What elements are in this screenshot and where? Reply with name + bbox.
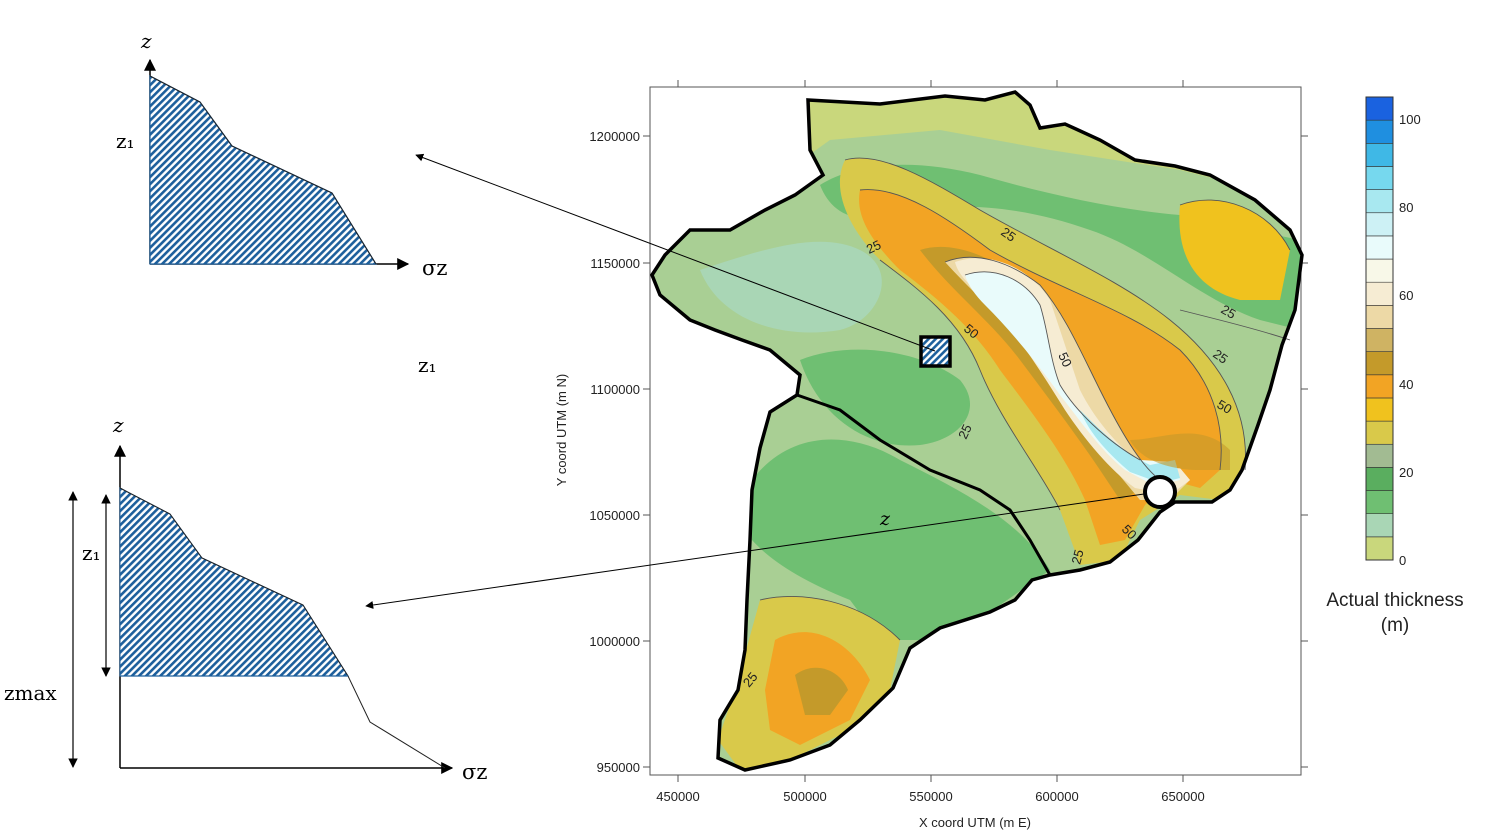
colorbar-swatch xyxy=(1365,351,1394,376)
top-stress-profile-line xyxy=(149,75,377,265)
y-tick-label: 950000 xyxy=(597,760,640,775)
top-sigma-label: σz xyxy=(422,256,447,280)
colorbar-swatch xyxy=(1365,397,1394,422)
colorbar-swatch xyxy=(1365,328,1394,352)
top-stress-profile-area xyxy=(149,75,378,265)
bottom-stress-profile-line xyxy=(119,487,446,769)
contour-label: 25 xyxy=(1210,346,1230,367)
map-tick-marks xyxy=(643,80,1308,782)
bottom-z1-label: z₁ xyxy=(82,541,101,565)
y-tick-label: 1150000 xyxy=(590,256,640,271)
colorbar-swatch xyxy=(1365,443,1394,468)
colorbar-tick-label: 0 xyxy=(1399,553,1406,568)
x-tick-label: 500000 xyxy=(783,789,826,804)
colorbar-title-line2: (m) xyxy=(1381,615,1409,636)
contour-label: 25 xyxy=(1219,302,1239,322)
y-tick-label: 1050000 xyxy=(589,508,640,523)
colorbar-swatch xyxy=(1365,374,1394,399)
middle-z1-label: z₁ xyxy=(418,353,437,377)
x-tick-labels: 450000 500000 550000 600000 650000 xyxy=(656,789,1204,804)
x-tick-label: 450000 xyxy=(656,789,699,804)
region-z-label: z xyxy=(879,508,891,530)
bottom-z-label: z xyxy=(112,413,124,437)
x-axis-title: X coord UTM (m E) xyxy=(919,815,1031,830)
contour-label: 25 xyxy=(1068,548,1086,566)
colorbar-swatch xyxy=(1365,536,1394,561)
y-tick-label: 1100000 xyxy=(590,382,640,397)
colorbar-tick-label: 80 xyxy=(1399,200,1413,215)
top-profile-diagram: z z₁ σz xyxy=(116,29,447,280)
contour-label: 25 xyxy=(955,422,975,441)
colorbar-swatch xyxy=(1365,258,1394,283)
colorbar-tick-label: 40 xyxy=(1399,377,1413,392)
bottom-profile-diagram: z z₁ zmax σz xyxy=(4,413,487,784)
study-area-boundary xyxy=(650,90,1304,772)
colorbar: 100 80 60 40 20 0 Actual thickness (m) xyxy=(1326,96,1464,636)
colorbar-swatch xyxy=(1365,119,1394,144)
contour-label: 50 xyxy=(1055,350,1075,369)
colorbar-swatches xyxy=(1365,96,1394,561)
thickness-map: 450000 500000 550000 600000 650000 12000… xyxy=(554,80,1308,830)
y-tick-label: 1000000 xyxy=(589,634,640,649)
colorbar-swatch xyxy=(1365,305,1394,329)
colorbar-frame xyxy=(1365,96,1394,561)
connector-arrow-square xyxy=(415,153,936,352)
y-tick-labels: 1200000 1150000 1100000 1050000 1000000 … xyxy=(589,129,640,775)
zone-divider-line xyxy=(769,393,1052,576)
colorbar-tick-label: 60 xyxy=(1399,288,1413,303)
bottom-sigma-label: σz xyxy=(462,760,487,784)
colorbar-swatch xyxy=(1365,143,1394,167)
colorbar-tick-label: 100 xyxy=(1399,112,1421,127)
colorbar-swatch xyxy=(1365,96,1394,121)
colorbar-swatch xyxy=(1365,212,1394,237)
colorbar-swatch xyxy=(1365,235,1394,260)
colorbar-swatch xyxy=(1365,420,1394,445)
y-tick-label: 1200000 xyxy=(589,129,640,144)
colorbar-swatch xyxy=(1365,166,1394,190)
colorbar-swatch xyxy=(1365,189,1394,214)
y-axis-title: Y coord UTM (m N) xyxy=(554,374,569,486)
colorbar-tick-label: 20 xyxy=(1399,465,1413,480)
contour-label: 25 xyxy=(998,224,1018,245)
zmax-label: zmax xyxy=(4,681,57,705)
x-tick-label: 650000 xyxy=(1161,789,1204,804)
colorbar-title-line1: Actual thickness xyxy=(1326,590,1463,611)
colorbar-swatch xyxy=(1365,467,1394,491)
colorbar-swatch xyxy=(1365,490,1394,514)
contour-label: 25 xyxy=(864,237,883,257)
bottom-stress-hatched-area xyxy=(119,487,349,677)
top-z1-label: z₁ xyxy=(116,129,135,153)
contour-label: 50 xyxy=(1215,397,1235,417)
colorbar-tick-labels: 100 80 60 40 20 0 xyxy=(1399,112,1421,568)
top-z-label: z xyxy=(140,29,152,53)
connector-arrow-circle xyxy=(365,493,1145,609)
circle-marker xyxy=(1143,475,1177,509)
square-marker xyxy=(919,335,952,368)
x-tick-label: 550000 xyxy=(909,789,952,804)
x-tick-label: 600000 xyxy=(1035,789,1078,804)
colorbar-swatch xyxy=(1365,281,1394,306)
colorbar-swatch xyxy=(1365,513,1394,538)
contour-lines xyxy=(759,157,1291,641)
